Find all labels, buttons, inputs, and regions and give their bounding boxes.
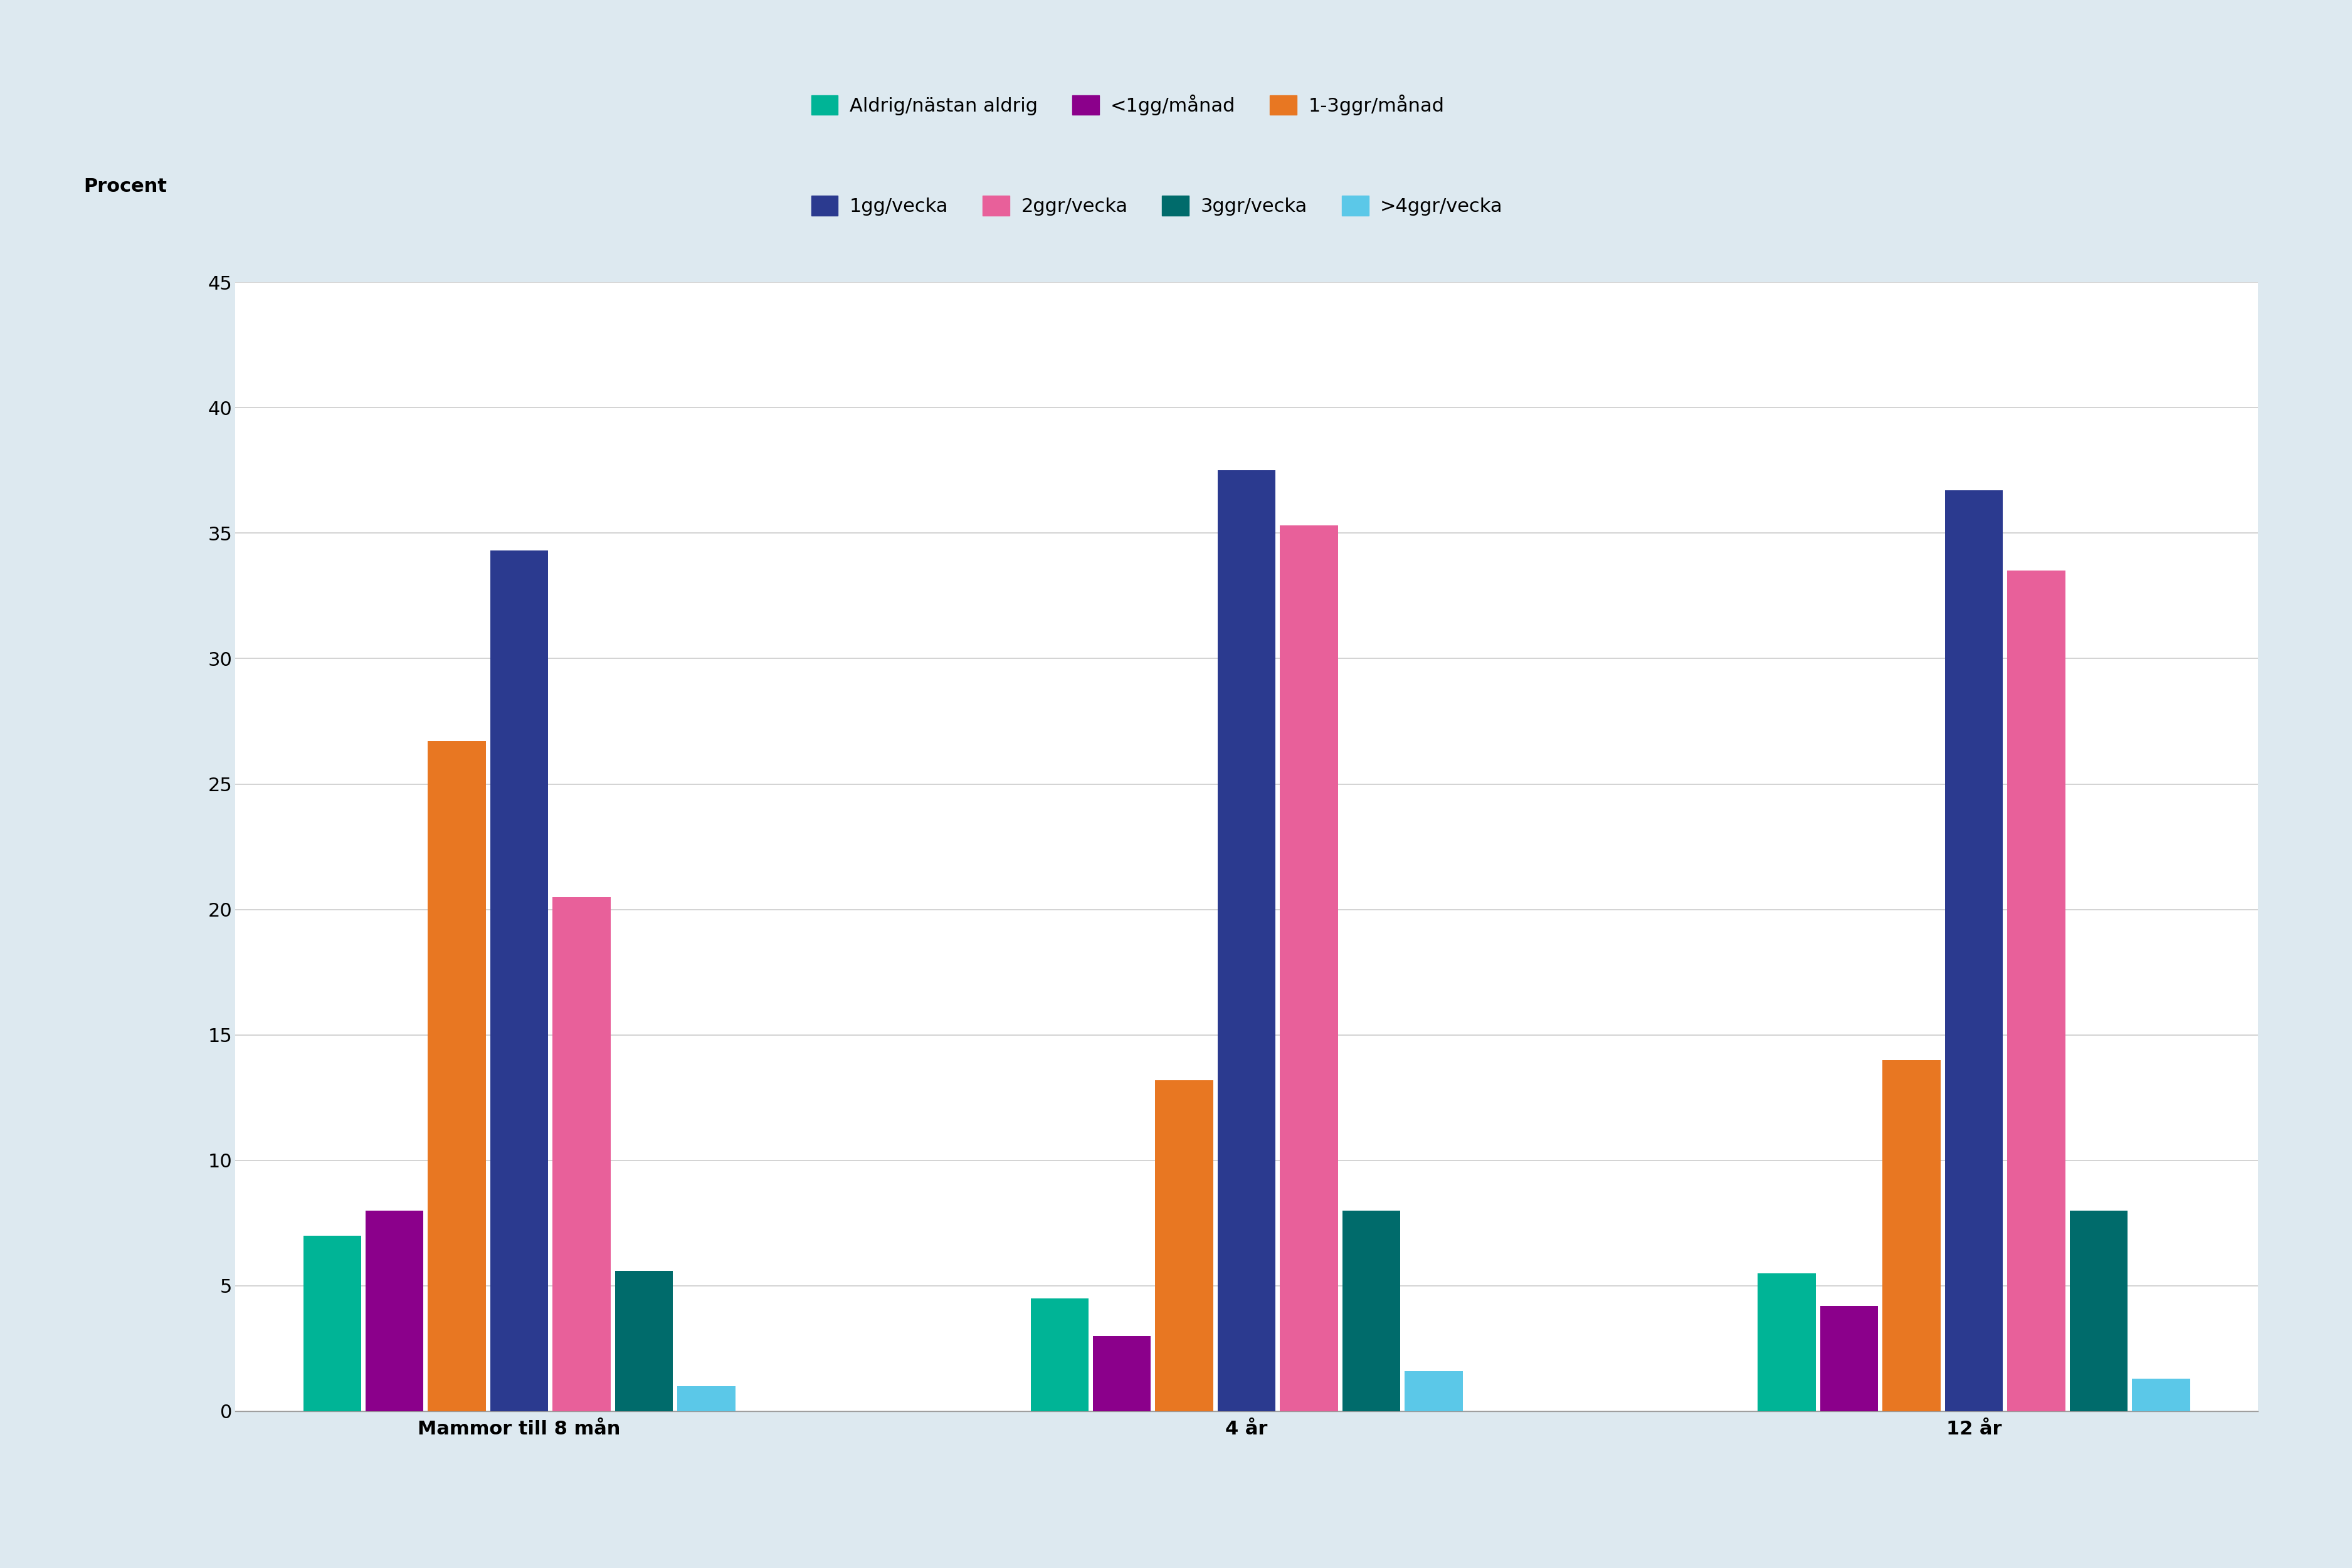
- Bar: [677, 1386, 736, 1411]
- Bar: [1945, 491, 2004, 1411]
- Bar: [1155, 1080, 1214, 1411]
- Bar: [1279, 525, 1338, 1411]
- Bar: [1094, 1336, 1150, 1411]
- Bar: [1030, 1298, 1089, 1411]
- Bar: [1218, 470, 1275, 1411]
- Bar: [1757, 1273, 1816, 1411]
- Bar: [489, 550, 548, 1411]
- Bar: [1882, 1060, 1940, 1411]
- Bar: [553, 897, 612, 1411]
- Bar: [1404, 1370, 1463, 1411]
- Bar: [428, 742, 487, 1411]
- Bar: [303, 1236, 362, 1411]
- Legend: 1gg/vecka, 2ggr/vecka, 3ggr/vecka, >4ggr/vecka: 1gg/vecka, 2ggr/vecka, 3ggr/vecka, >4ggr…: [811, 196, 1503, 216]
- Bar: [2131, 1378, 2190, 1411]
- Bar: [2006, 571, 2065, 1411]
- Bar: [365, 1210, 423, 1411]
- Bar: [614, 1270, 673, 1411]
- Bar: [1343, 1210, 1399, 1411]
- Bar: [1820, 1306, 1879, 1411]
- Text: Procent: Procent: [85, 177, 167, 196]
- Bar: [2070, 1210, 2129, 1411]
